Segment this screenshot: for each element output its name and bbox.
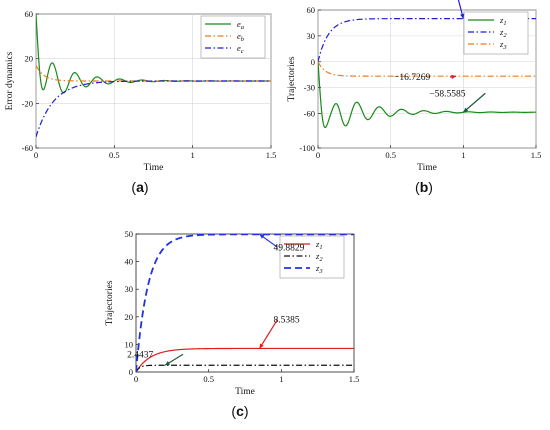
legend-label: z1	[315, 239, 323, 251]
x-tick-label: 1.5	[349, 374, 360, 384]
annotation-arrow	[462, 92, 486, 113]
x-tick-label: 0.5	[385, 150, 396, 160]
legend-label: ea	[237, 19, 244, 31]
x-axis-label: Time	[235, 387, 255, 397]
legend-label: z2	[499, 27, 507, 39]
legend-label: z3	[315, 263, 323, 275]
annotation-arrow	[259, 319, 279, 349]
series-line-z_1	[318, 61, 536, 129]
series-line-z_1	[136, 347, 354, 372]
chart-panel-b: 0 0.5 1 1.5 60 30 0 -30 -60 -100 Time Trajectories z…	[287, 0, 541, 195]
legend-label: ec	[237, 43, 244, 55]
y-axis-label: Trajectories	[105, 280, 115, 325]
series-line-z_2	[136, 364, 354, 372]
x-tick-label: 1.5	[266, 150, 277, 160]
y-tick-label: 0	[129, 367, 133, 377]
legend-box	[463, 11, 529, 55]
y-tick-label: 30	[307, 31, 316, 41]
annotation-arrowhead	[259, 343, 264, 349]
annotation-label: −16.7269	[394, 73, 430, 83]
x-tick-label: 0	[34, 150, 38, 160]
x-tick-label: 0	[316, 150, 320, 160]
annotation-label: 50.0171	[401, 0, 432, 2]
series-line-e_b	[36, 65, 271, 82]
y-tick-label: 40	[125, 257, 134, 267]
chart-panel-c: 0 0.5 1 1.5 50 40 30 20 10 0 Time Trajectories z1z2z…	[105, 229, 359, 419]
panel-caption: (c)	[231, 403, 248, 419]
y-tick-label: -60	[22, 143, 33, 153]
annotation-label: −58.5585	[429, 89, 465, 99]
legend-label: z2	[315, 251, 323, 263]
x-tick-label: 1	[279, 374, 283, 384]
panel-caption: (a)	[131, 179, 148, 195]
y-tick-label: 60	[25, 9, 34, 19]
y-axis-label: Trajectories	[287, 56, 297, 101]
y-tick-label: 50	[125, 229, 134, 239]
chart-panel-a: 0 0.5 1 1.5 60 20 -20 -60 Time Error dynamics eaeb…	[5, 9, 276, 195]
y-tick-label: -60	[304, 109, 315, 119]
x-axis-label: Time	[144, 163, 164, 173]
y-tick-label: 20	[125, 312, 134, 322]
x-tick-label: 1	[191, 150, 195, 160]
x-axis-label: Time	[417, 163, 437, 173]
x-tick-label: 0.5	[203, 374, 214, 384]
y-tick-label: 10	[125, 339, 134, 349]
annotation-label: 2.4437	[127, 350, 153, 360]
legend-box	[200, 15, 266, 59]
y-tick-label: -100	[299, 143, 315, 153]
y-tick-label: 20	[25, 54, 34, 64]
x-tick-label: 1	[461, 150, 465, 160]
y-tick-label: 60	[307, 5, 316, 15]
y-axis-label: Error dynamics	[5, 51, 15, 110]
y-tick-label: -20	[22, 98, 33, 108]
legend-label: eb	[237, 31, 245, 43]
series-line-z_3	[136, 234, 354, 372]
annotation-arrowhead	[259, 234, 265, 239]
x-tick-label: 0	[134, 374, 138, 384]
legend-box	[279, 235, 345, 279]
x-tick-label: 1.5	[531, 150, 542, 160]
annotation-label: 8.5385	[274, 315, 300, 325]
legend-label: z1	[499, 15, 507, 27]
series-line-z_3	[318, 61, 536, 77]
legend-label: z3	[499, 39, 507, 51]
series-line-e_c	[36, 80, 271, 138]
y-tick-label: 30	[125, 284, 134, 294]
annotation-arrowhead	[165, 361, 171, 366]
y-tick-label: 0	[311, 57, 315, 67]
x-tick-label: 0.5	[109, 150, 120, 160]
annotation-arrowhead	[463, 107, 469, 113]
annotation-arrowhead	[451, 74, 457, 80]
y-tick-label: -30	[304, 83, 315, 93]
panel-caption: (b)	[415, 179, 433, 195]
annotation-label: 49.8829	[274, 243, 305, 253]
annotation-arrowhead	[460, 13, 465, 19]
